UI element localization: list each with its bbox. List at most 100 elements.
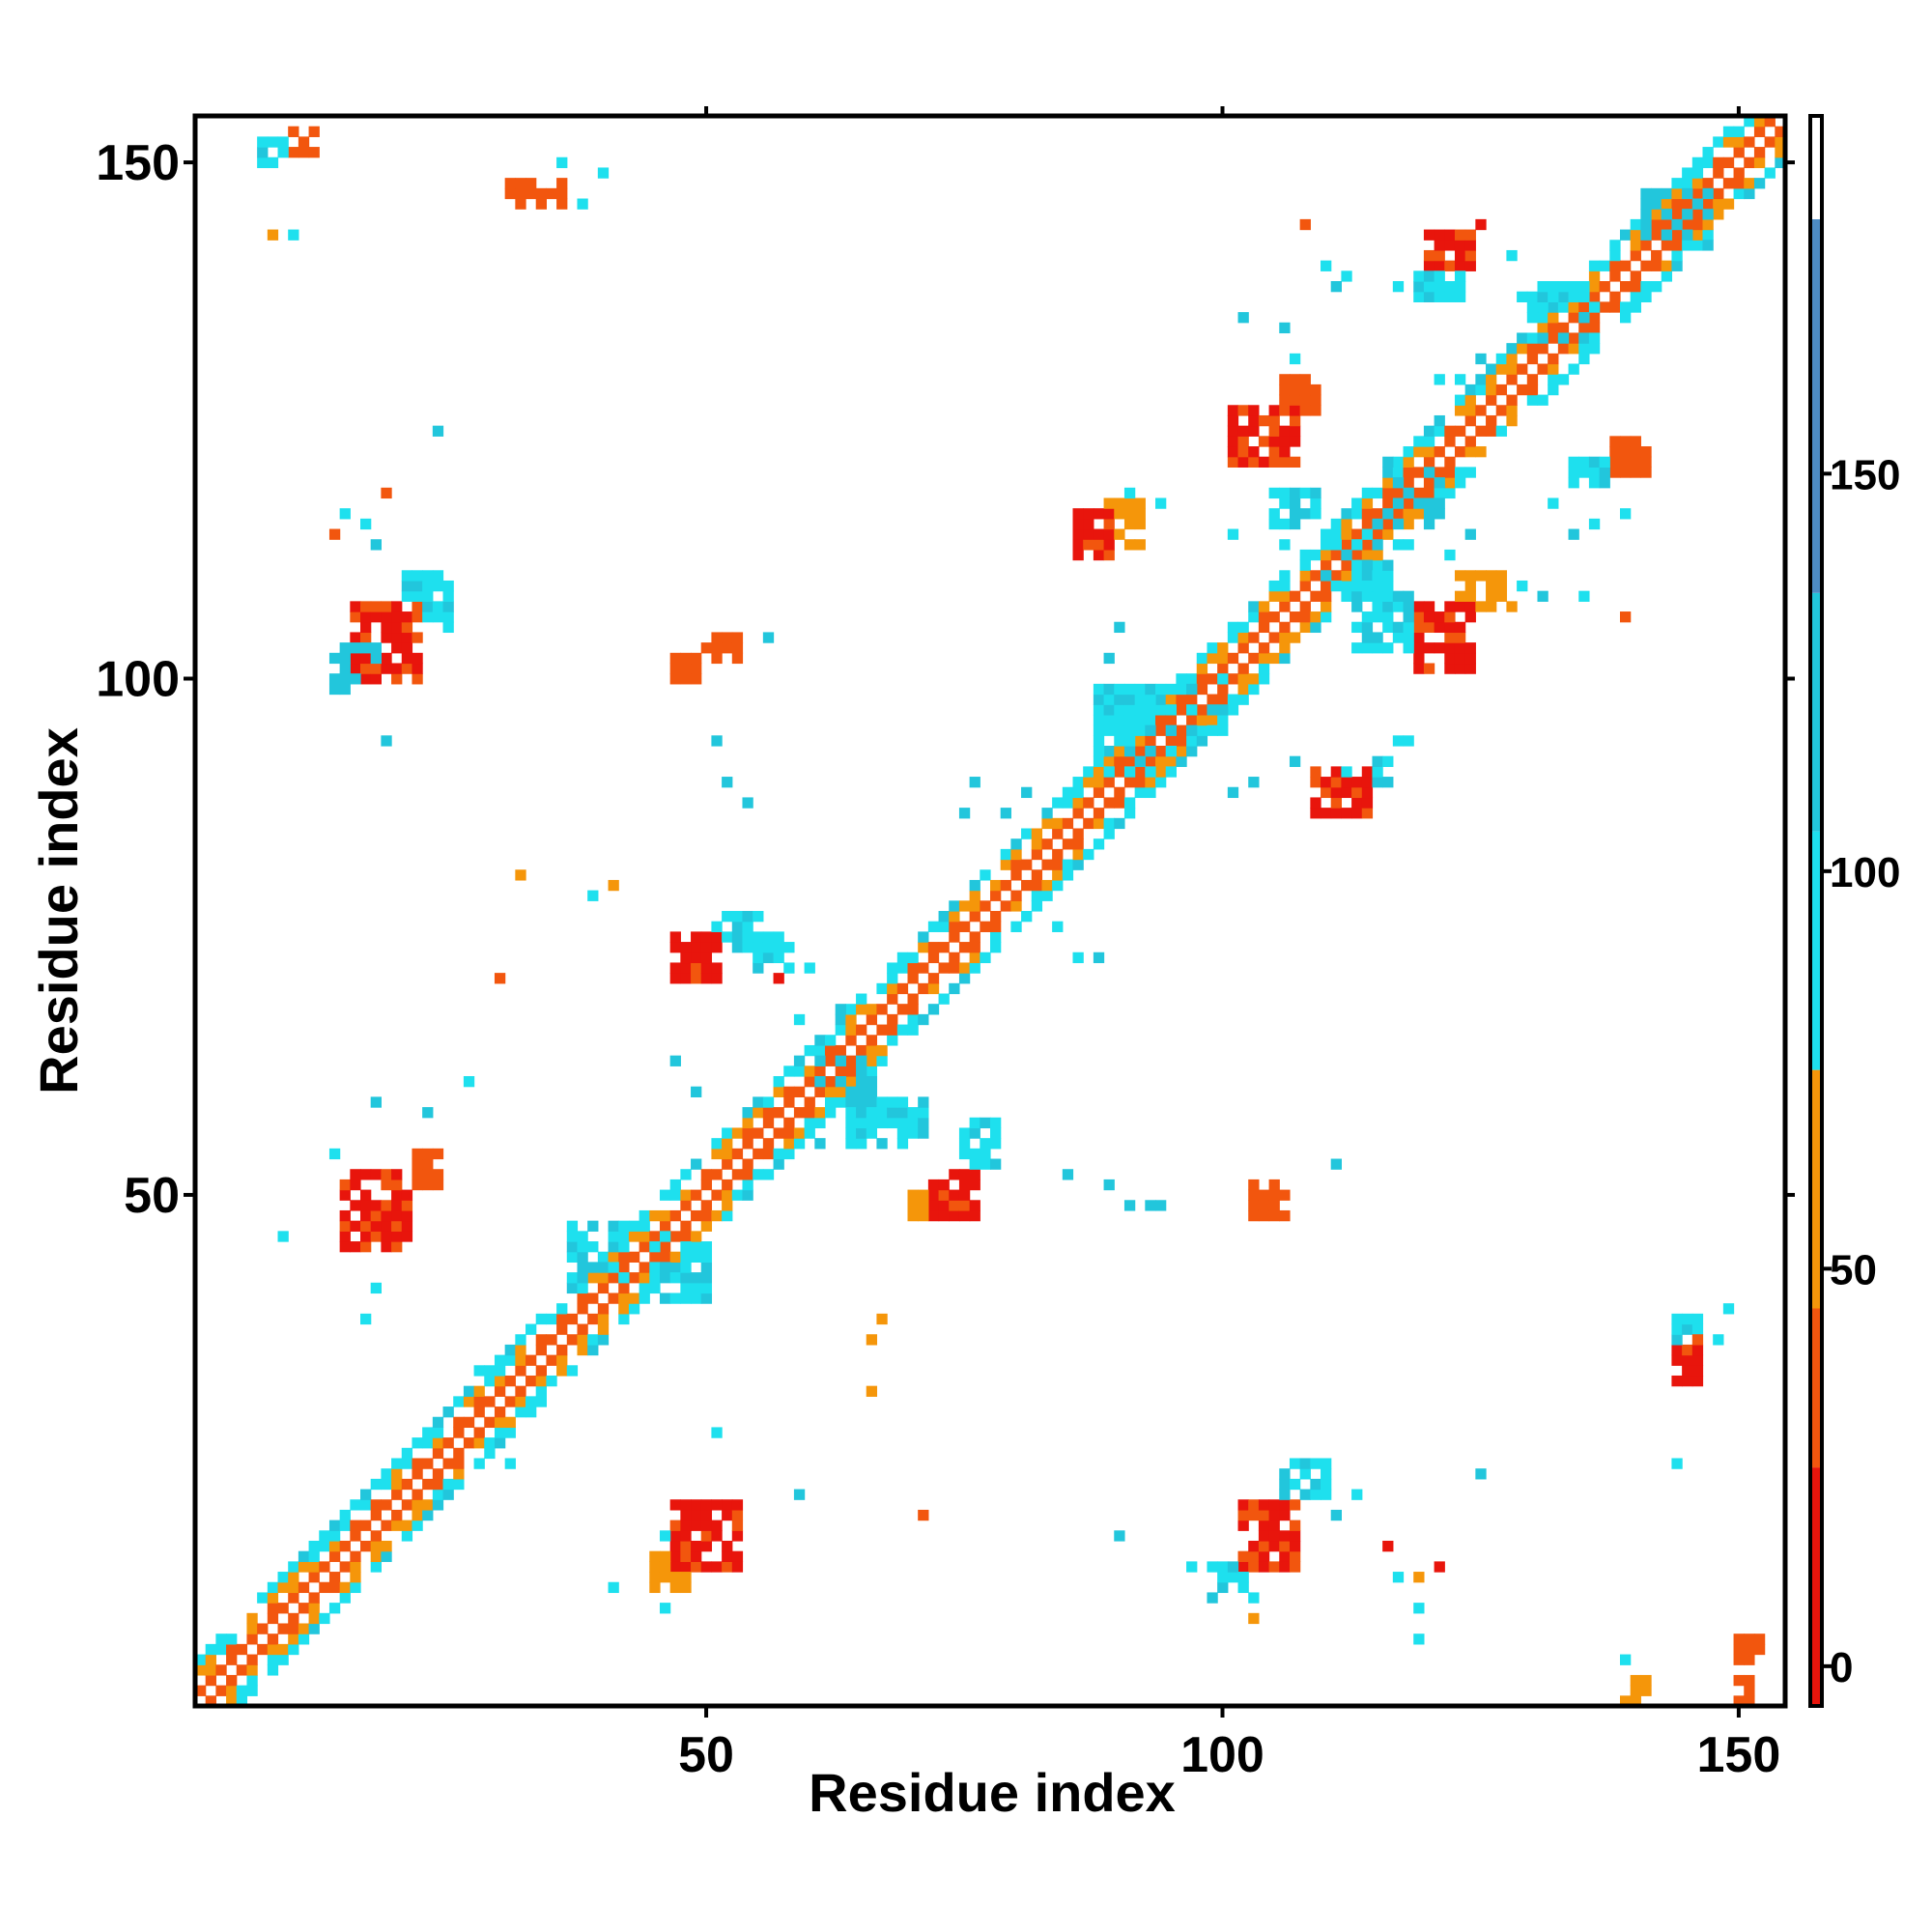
heatmap-cell-439 xyxy=(958,973,971,984)
heatmap-cell-1326 xyxy=(691,962,702,974)
heatmap-cell-922 xyxy=(370,663,382,674)
heatmap-cell-446 xyxy=(969,942,980,953)
heatmap-cell-572 xyxy=(1176,673,1187,685)
heatmap-cell-432 xyxy=(949,982,960,995)
heatmap-cell-1297 xyxy=(1454,240,1466,251)
heatmap-cell-1485 xyxy=(1588,477,1601,489)
heatmap-cell-1419 xyxy=(1103,539,1115,551)
heatmap-cell-1801 xyxy=(328,528,341,540)
heatmap-cell-1655 xyxy=(566,1220,579,1232)
heatmap-cell-1231 xyxy=(1237,425,1249,437)
heatmap-cell-1855 xyxy=(1517,580,1528,592)
heatmap-cell-1280 xyxy=(1299,508,1311,520)
heatmap-cell-1162 xyxy=(1444,642,1456,654)
heatmap-cell-1797 xyxy=(360,518,372,530)
heatmap-cell-1759 xyxy=(1548,281,1559,293)
heatmap-cell-872 xyxy=(1702,178,1714,189)
heatmap-cell-373 xyxy=(835,1013,846,1026)
heatmap-cell-265 xyxy=(659,1272,671,1284)
heatmap-cell-808 xyxy=(1588,260,1601,271)
heatmap-cell-855 xyxy=(1671,178,1683,189)
heatmap-cell-972 xyxy=(422,580,434,592)
heatmap-cell-1007 xyxy=(381,1220,392,1232)
heatmap-cell-586 xyxy=(1207,714,1218,726)
heatmap-cell-452 xyxy=(980,952,991,964)
heatmap-cell-501 xyxy=(1062,797,1074,809)
heatmap-cell-725 xyxy=(1444,456,1456,468)
heatmap-cell-11 xyxy=(215,1634,227,1645)
heatmap-cell-1076 xyxy=(649,1581,661,1594)
heatmap-cell-1148 xyxy=(1413,632,1425,643)
heatmap-cell-696 xyxy=(1392,487,1405,499)
heatmap-cell-1045 xyxy=(680,1530,692,1542)
heatmap-cell-29 xyxy=(257,1643,269,1656)
heatmap-cell-327 xyxy=(762,1107,775,1119)
heatmap-cell-399 xyxy=(887,1013,898,1026)
heatmap-cell-565 xyxy=(1176,755,1187,767)
heatmap-cell-315 xyxy=(742,1127,753,1139)
heatmap-cell-1495 xyxy=(1682,1365,1693,1377)
heatmap-cell-102 xyxy=(370,1499,382,1511)
heatmap-cell-1424 xyxy=(1114,528,1125,540)
heatmap-cell-952 xyxy=(328,652,341,665)
heatmap-cell-1597 xyxy=(866,1076,878,1088)
heatmap-cell-305 xyxy=(722,1127,733,1139)
heatmap-cell-372 xyxy=(835,1024,846,1036)
heatmap-cell-1645 xyxy=(700,1293,713,1304)
heatmap-cell-1629 xyxy=(649,1262,661,1273)
heatmap-cell-1626 xyxy=(918,1107,929,1119)
heatmap-cell-762 xyxy=(1506,353,1518,365)
heatmap-cell-1831 xyxy=(958,808,971,819)
heatmap-cell-743 xyxy=(1475,405,1487,416)
heatmap-cell-1841 xyxy=(1103,652,1115,665)
heatmap-cell-1630 xyxy=(649,1241,661,1253)
heatmap-cell-349 xyxy=(804,1117,815,1129)
heatmap-cell-1172 xyxy=(1454,601,1466,612)
heatmap-cell-741 xyxy=(1475,446,1487,458)
heatmap-cell-1650 xyxy=(700,1241,713,1253)
heatmap-cell-1184 xyxy=(1475,570,1487,582)
heatmap-cell-1176 xyxy=(1464,611,1476,623)
heatmap-cell-1421 xyxy=(1103,518,1115,530)
heatmap-cell-47 xyxy=(288,1634,299,1645)
heatmap-cell-809 xyxy=(1599,301,1610,313)
heatmap-cell-727 xyxy=(1444,425,1456,437)
heatmap-cell-1733 xyxy=(1372,518,1383,530)
heatmap-cell-611 xyxy=(1248,673,1260,685)
heatmap-cell-771 xyxy=(1526,353,1539,365)
heatmap-cell-1132 xyxy=(1310,1458,1321,1469)
heatmap-cell-764 xyxy=(1517,384,1528,396)
heatmap-cell-150 xyxy=(453,1458,465,1469)
heatmap-cell-1277 xyxy=(1289,508,1301,520)
heatmap-cell-6 xyxy=(205,1654,216,1665)
heatmap-cell-1588 xyxy=(835,1055,846,1066)
heatmap-cell-522 xyxy=(1093,755,1105,767)
heatmap-cell-1874 xyxy=(1517,291,1528,302)
heatmap-cell-1449 xyxy=(1341,777,1352,788)
heatmap-cell-1556 xyxy=(1248,1179,1260,1191)
heatmap-cell-1209 xyxy=(1382,611,1394,623)
heatmap-cell-1854 xyxy=(1464,528,1476,540)
heatmap-cell-1147 xyxy=(1413,642,1425,654)
heatmap-cell-606 xyxy=(1237,663,1249,674)
heatmap-cell-553 xyxy=(1155,777,1167,788)
heatmap-cell-1761 xyxy=(1557,281,1570,293)
heatmap-cell-687 xyxy=(1372,487,1383,499)
heatmap-cell-790 xyxy=(1557,301,1570,313)
heatmap-cell-795 xyxy=(1568,312,1579,324)
heatmap-cell-1729 xyxy=(1361,528,1374,540)
heatmap-cell-870 xyxy=(1702,218,1714,231)
heatmap-cell-239 xyxy=(608,1251,619,1263)
heatmap-cell-1451 xyxy=(1351,797,1363,809)
heatmap-cell-1074 xyxy=(731,1509,744,1521)
heatmap-cell-358 xyxy=(814,1065,826,1077)
heatmap-cell-1727 xyxy=(1361,580,1374,592)
heatmap-cell-1514 xyxy=(526,187,537,200)
heatmap-cell-1884 xyxy=(1413,1572,1425,1583)
heatmap-cell-1478 xyxy=(1640,456,1652,468)
heatmap-cell-133 xyxy=(422,1437,434,1449)
heatmap-cell-805 xyxy=(1588,291,1601,302)
heatmap-cell-1226 xyxy=(1227,414,1239,427)
heatmap-cell-610 xyxy=(1248,683,1260,696)
heatmap-cell-262 xyxy=(649,1251,661,1263)
